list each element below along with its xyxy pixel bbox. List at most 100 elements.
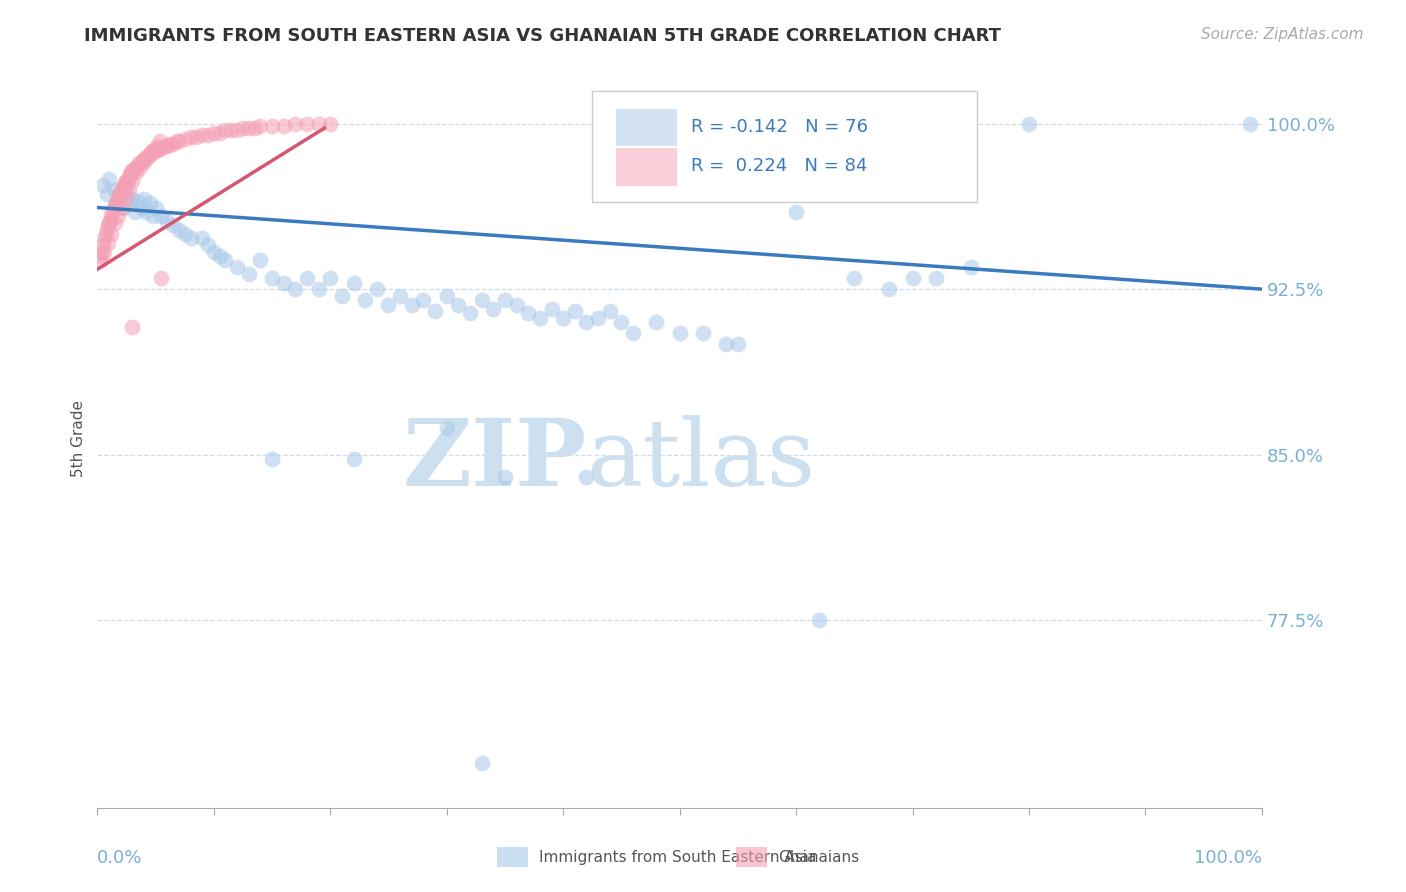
Point (243, 121, 266, 136)
Point (354, 293, 377, 308)
Text: Source: ZipAtlas.com: Source: ZipAtlas.com (1201, 27, 1364, 42)
Point (1239, 117, 1261, 131)
Point (260, 271, 283, 285)
Point (308, 117, 330, 131)
Point (107, 210, 129, 224)
Point (118, 168, 141, 182)
Point (436, 289, 458, 303)
Point (238, 121, 260, 136)
Point (319, 117, 342, 131)
Point (120, 165, 142, 179)
Point (330, 289, 353, 303)
Point (692, 326, 714, 341)
Point (132, 192, 155, 206)
Point (111, 183, 134, 197)
Point (156, 213, 179, 227)
Point (553, 310, 575, 325)
Point (96, 222, 118, 236)
Point (226, 123, 249, 137)
Point (115, 174, 138, 188)
Point (145, 143, 167, 157)
Point (575, 469, 598, 483)
Point (389, 289, 412, 303)
Point (173, 227, 195, 241)
Point (101, 205, 124, 219)
Point (142, 145, 165, 160)
Point (108, 187, 131, 202)
Text: 100.0%: 100.0% (1194, 849, 1263, 867)
Point (118, 196, 141, 211)
Point (197, 128, 219, 142)
Point (494, 293, 516, 308)
Point (135, 152, 157, 166)
Point (139, 145, 162, 160)
Point (260, 452, 283, 467)
Point (844, 271, 866, 285)
Point (564, 304, 586, 318)
Point (471, 293, 494, 308)
Point (94, 227, 117, 241)
Point (668, 326, 690, 341)
Point (482, 301, 505, 316)
Point (121, 319, 143, 334)
Point (458, 306, 481, 320)
Point (153, 138, 176, 153)
Text: 0.0%: 0.0% (97, 849, 143, 867)
Point (284, 282, 307, 296)
FancyBboxPatch shape (616, 109, 676, 145)
Point (149, 134, 172, 148)
Point (191, 231, 214, 245)
Point (104, 198, 127, 212)
Point (295, 271, 318, 285)
Point (146, 143, 169, 157)
Point (114, 176, 136, 190)
FancyBboxPatch shape (616, 148, 676, 185)
Point (89, 249, 111, 263)
Point (98, 216, 121, 230)
Point (90, 253, 112, 268)
Point (100, 210, 122, 224)
Text: R =  0.224   N = 84: R = 0.224 N = 84 (692, 157, 868, 175)
Point (118, 169, 141, 184)
Point (115, 183, 138, 197)
Point (191, 128, 214, 142)
Point (125, 165, 148, 179)
Point (249, 119, 271, 133)
Point (103, 201, 125, 215)
Point (621, 326, 644, 341)
Point (110, 185, 132, 199)
Text: Immigrants from South Eastern Asia: Immigrants from South Eastern Asia (538, 850, 817, 864)
Point (105, 194, 128, 208)
Point (111, 201, 134, 215)
Point (91, 178, 114, 193)
Point (142, 210, 165, 224)
Point (308, 282, 330, 296)
Point (447, 297, 470, 311)
Point (366, 282, 388, 296)
Point (135, 150, 157, 164)
Point (412, 293, 434, 308)
Point (575, 315, 598, 329)
Point (249, 253, 271, 268)
Point (128, 161, 150, 175)
Point (111, 201, 134, 215)
Point (808, 613, 831, 627)
Point (159, 136, 181, 151)
Point (156, 138, 179, 153)
Point (131, 154, 153, 169)
Point (260, 119, 283, 133)
Point (645, 315, 668, 329)
Point (901, 271, 924, 285)
Point (494, 469, 516, 483)
Point (167, 222, 190, 236)
Point (121, 163, 143, 178)
Point (145, 201, 167, 215)
Point (785, 205, 807, 219)
Point (150, 141, 173, 155)
Point (138, 147, 160, 161)
Point (142, 143, 165, 157)
Point (208, 126, 231, 140)
Point (139, 196, 162, 211)
Point (238, 267, 260, 281)
Point (132, 152, 155, 166)
